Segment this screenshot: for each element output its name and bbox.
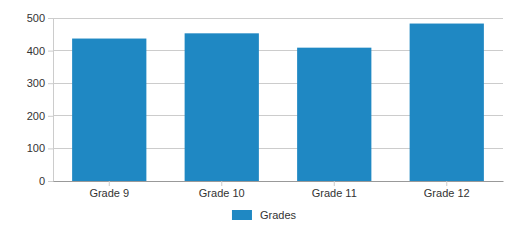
x-tick-label: Grade 11 [312,187,357,199]
y-tick-label: 500 [27,12,45,24]
legend-item: Grades [232,209,297,221]
y-tick-mark [48,181,53,182]
y-tick-mark [48,148,53,149]
y-tick-label: 0 [39,175,45,187]
y-tick-label: 100 [27,142,45,154]
bar [410,24,484,181]
y-tick-mark [48,116,53,117]
x-tick: Grade 12 [424,181,470,199]
x-tick-mark [221,181,222,186]
x-tick: Grade 10 [199,181,245,199]
y-tick: 100 [27,142,53,154]
x-tick-mark [334,181,335,186]
y-tick-mark [48,83,53,84]
legend-label: Grades [260,209,297,221]
y-tick-label: 200 [27,110,45,122]
x-tick-mark [446,181,447,186]
y-tick: 500 [27,12,53,24]
y-axis-line [48,19,54,182]
y-tick: 400 [27,45,53,57]
bar [297,48,371,181]
x-tick: Grade 9 [89,181,129,199]
bar [185,33,259,181]
y-tick-label: 400 [27,45,45,57]
y-tick: 0 [39,175,53,187]
y-tick-mark [48,51,53,52]
x-tick-label: Grade 10 [199,187,245,199]
y-axis: 0 100 200 300 400 500 [27,12,54,187]
chart: 0100200300400500Grade 9Grade 10Grade 11G… [0,0,524,230]
legend-swatch [232,210,252,220]
x-axis: Grade 9 Grade 10 Grade 11 Grade 12 [54,181,504,199]
x-axis-line [54,181,504,182]
bars [72,24,484,181]
x-tick-label: Grade 12 [424,187,470,199]
x-tick: Grade 11 [312,181,357,199]
y-tick-label: 300 [27,77,45,89]
bar [72,39,146,181]
y-tick-mark [48,18,53,19]
grid [53,18,503,181]
y-tick: 200 [27,110,53,122]
x-tick-label: Grade 9 [89,187,129,199]
y-tick: 300 [27,77,53,89]
grid-line [53,18,503,19]
legend: Grades [232,209,297,221]
x-tick-mark [109,181,110,186]
